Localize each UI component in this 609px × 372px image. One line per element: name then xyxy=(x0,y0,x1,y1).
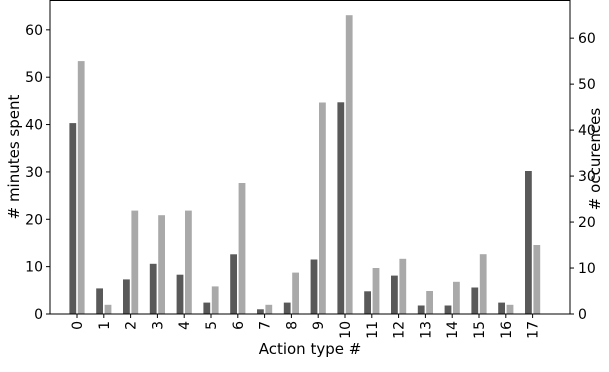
bars-group xyxy=(69,15,541,314)
y-right-tick-label: 30 xyxy=(578,169,596,185)
bar-minutes-4 xyxy=(176,274,184,314)
x-tick-label-7: 7 xyxy=(258,321,274,330)
x-tick-label-11: 11 xyxy=(365,321,381,339)
bar-occurences-16 xyxy=(506,304,514,314)
bar-occurences-1 xyxy=(104,304,112,314)
bar-occurences-15 xyxy=(479,254,487,314)
bar-minutes-1 xyxy=(96,288,103,314)
bar-minutes-16 xyxy=(498,302,505,314)
y-left-tick-label: 0 xyxy=(34,307,43,323)
bar-minutes-2 xyxy=(123,279,130,314)
y-axis-right-label: # occurences xyxy=(586,108,604,211)
y-right-tick-label: 10 xyxy=(578,261,596,277)
bar-minutes-0 xyxy=(69,123,77,314)
x-tick-label-4: 4 xyxy=(177,321,193,330)
bar-minutes-17 xyxy=(525,171,532,314)
x-tick-label-5: 5 xyxy=(204,321,220,330)
bar-minutes-7 xyxy=(257,309,264,314)
bar-occurences-17 xyxy=(533,245,541,314)
y-right-tick-label: 60 xyxy=(578,31,596,47)
bar-minutes-6 xyxy=(230,254,237,314)
x-tick-label-15: 15 xyxy=(472,321,488,339)
y-left-tick-label: 60 xyxy=(25,23,43,39)
bar-minutes-13 xyxy=(417,305,425,314)
bar-occurences-2 xyxy=(131,210,139,314)
x-axis-label: Action type # xyxy=(259,340,362,358)
bar-minutes-9 xyxy=(310,259,318,314)
y-axis-left-label: # minutes spent xyxy=(5,94,23,219)
x-tick-label-17: 17 xyxy=(526,321,542,339)
x-tick-label-14: 14 xyxy=(445,321,461,339)
y-right-tick-label: 50 xyxy=(578,77,596,93)
y-left-tick-label: 20 xyxy=(25,212,43,228)
y-right-ticks-group: 0 10 20 30 40 50 60 xyxy=(570,31,596,323)
y-left-tick-label: 10 xyxy=(25,260,43,276)
x-tick-label-6: 6 xyxy=(231,321,247,330)
bar-occurences-7 xyxy=(265,304,273,314)
bar-occurences-6 xyxy=(238,183,246,314)
x-tick-label-3: 3 xyxy=(150,321,166,330)
bar-minutes-10 xyxy=(337,102,345,314)
bar-occurences-8 xyxy=(292,272,299,314)
x-tick-label-0: 0 xyxy=(70,321,86,330)
y-right-tick-label: 0 xyxy=(578,307,587,323)
x-tick-label-2: 2 xyxy=(124,321,140,330)
bar-occurences-0 xyxy=(77,61,85,314)
plot-frame xyxy=(49,0,571,315)
bar-occurences-10 xyxy=(345,15,353,314)
bar-minutes-12 xyxy=(391,275,398,314)
bar-occurences-4 xyxy=(185,210,192,314)
y-left-tick-label: 50 xyxy=(25,70,43,86)
x-tick-label-1: 1 xyxy=(97,321,113,330)
bar-minutes-3 xyxy=(149,263,157,314)
bar-occurences-12 xyxy=(399,258,407,314)
bar-occurences-9 xyxy=(319,102,326,314)
bar-occurences-5 xyxy=(211,286,219,314)
y-left-tick-label: 40 xyxy=(25,118,43,134)
bar-minutes-14 xyxy=(444,305,452,314)
x-tick-label-8: 8 xyxy=(284,321,300,330)
x-tick-label-9: 9 xyxy=(311,321,327,330)
bar-occurences-11 xyxy=(372,268,380,314)
bar-occurences-13 xyxy=(426,291,433,314)
x-tick-label-13: 13 xyxy=(418,321,434,339)
x-tick-label-12: 12 xyxy=(392,321,408,339)
x-tick-label-16: 16 xyxy=(499,321,515,339)
y-right-tick-label: 40 xyxy=(578,123,596,139)
x-tick-label-10: 10 xyxy=(338,321,354,339)
y-left-tick-label: 30 xyxy=(25,165,43,181)
bar-minutes-11 xyxy=(364,291,371,314)
bar-occurences-3 xyxy=(158,215,165,314)
bar-minutes-8 xyxy=(283,302,291,314)
y-right-tick-label: 20 xyxy=(578,215,596,231)
x-ticks-group: 0 1 2 3 4 5 6 7 8 9 10 11 12 13 14 15 16 17 xyxy=(70,314,542,339)
bar-minutes-5 xyxy=(203,302,211,314)
y-left-ticks-group: 0 10 20 30 40 50 60 xyxy=(25,23,50,323)
bar-occurences-14 xyxy=(453,281,460,314)
bar-minutes-15 xyxy=(471,287,479,314)
